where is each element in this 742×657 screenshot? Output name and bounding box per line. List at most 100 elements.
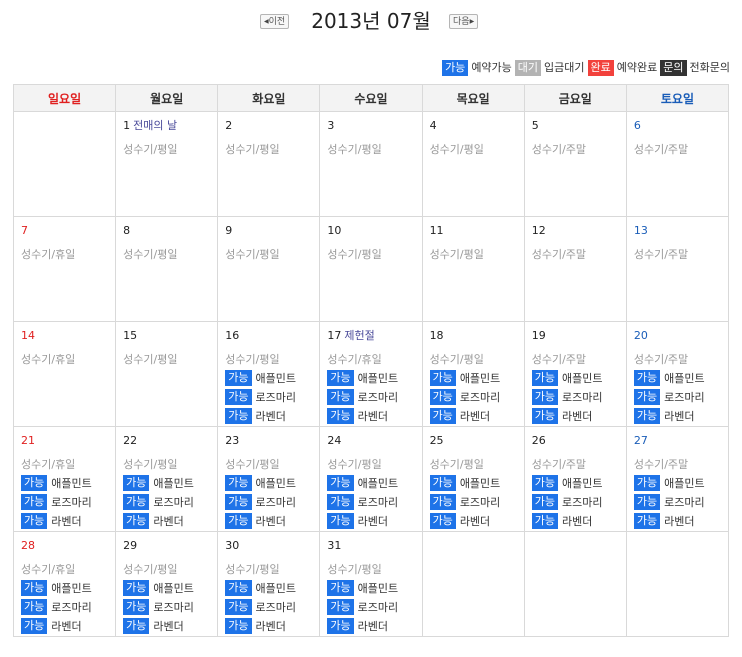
available-badge[interactable]: 가능	[429, 513, 456, 529]
room-name[interactable]: 라벤더	[357, 410, 389, 423]
room-name[interactable]: 애플민트	[357, 372, 399, 385]
room-name[interactable]: 로즈마리	[561, 391, 603, 404]
room-name[interactable]: 로즈마리	[459, 496, 501, 509]
available-badge[interactable]: 가능	[123, 618, 150, 634]
room-name[interactable]: 로즈마리	[561, 496, 603, 509]
room-name[interactable]: 애플민트	[664, 372, 705, 385]
available-badge[interactable]: 가능	[327, 408, 354, 424]
room-name[interactable]: 로즈마리	[357, 601, 399, 614]
room-availability[interactable]: 가능 애플민트	[327, 475, 421, 491]
room-availability[interactable]: 가능 애플민트	[21, 580, 115, 596]
room-availability[interactable]: 가능 라벤더	[429, 513, 524, 529]
room-name[interactable]: 라벤더	[459, 410, 491, 423]
room-availability[interactable]: 가능 애플민트	[21, 475, 115, 491]
room-name[interactable]: 로즈마리	[255, 601, 297, 614]
available-badge[interactable]: 가능	[21, 494, 48, 510]
room-name[interactable]: 애플민트	[153, 477, 194, 490]
room-availability[interactable]: 가능 로즈마리	[531, 494, 626, 510]
available-badge[interactable]: 가능	[327, 389, 354, 405]
room-availability[interactable]: 가능 라벤더	[123, 618, 217, 634]
room-name[interactable]: 라벤더	[561, 515, 593, 528]
room-name[interactable]: 라벤더	[51, 515, 82, 528]
room-name[interactable]: 로즈마리	[357, 391, 399, 404]
room-name[interactable]: 라벤더	[51, 620, 82, 633]
available-badge[interactable]: 가능	[327, 513, 354, 529]
room-availability[interactable]: 가능 로즈마리	[123, 494, 217, 510]
room-name[interactable]: 로즈마리	[664, 391, 705, 404]
available-badge[interactable]: 가능	[429, 475, 456, 491]
available-badge[interactable]: 가능	[225, 370, 252, 386]
available-badge[interactable]: 가능	[123, 513, 150, 529]
available-badge[interactable]: 가능	[327, 494, 354, 510]
available-badge[interactable]: 가능	[225, 408, 252, 424]
room-name[interactable]: 라벤더	[664, 515, 695, 528]
available-badge[interactable]: 가능	[531, 513, 558, 529]
room-name[interactable]: 애플민트	[561, 372, 603, 385]
available-badge[interactable]: 가능	[327, 580, 354, 596]
room-availability[interactable]: 가능 라벤더	[531, 408, 626, 424]
room-name[interactable]: 로즈마리	[153, 496, 194, 509]
room-name[interactable]: 애플민트	[153, 582, 194, 595]
room-name[interactable]: 애플민트	[255, 582, 297, 595]
room-availability[interactable]: 가능 라벤더	[633, 408, 728, 424]
room-availability[interactable]: 가능 애플민트	[225, 580, 319, 596]
room-name[interactable]: 로즈마리	[664, 496, 705, 509]
available-badge[interactable]: 가능	[123, 475, 150, 491]
available-badge[interactable]: 가능	[531, 494, 558, 510]
room-availability[interactable]: 가능 라벤더	[21, 618, 115, 634]
available-badge[interactable]: 가능	[633, 370, 661, 386]
room-availability[interactable]: 가능 라벤더	[327, 408, 421, 424]
room-name[interactable]: 로즈마리	[459, 391, 501, 404]
available-badge[interactable]: 가능	[327, 599, 354, 615]
available-badge[interactable]: 가능	[429, 408, 456, 424]
room-availability[interactable]: 가능 로즈마리	[225, 599, 319, 615]
room-name[interactable]: 라벤더	[255, 515, 286, 528]
room-name[interactable]: 라벤더	[153, 620, 184, 633]
room-availability[interactable]: 가능 로즈마리	[21, 599, 115, 615]
available-badge[interactable]: 가능	[429, 389, 456, 405]
room-availability[interactable]: 가능 로즈마리	[327, 389, 421, 405]
room-name[interactable]: 로즈마리	[153, 601, 194, 614]
available-badge[interactable]: 가능	[225, 513, 252, 529]
room-availability[interactable]: 가능 애플민트	[429, 475, 524, 491]
room-availability[interactable]: 가능 애플민트	[531, 370, 626, 386]
room-name[interactable]: 로즈마리	[255, 391, 297, 404]
room-availability[interactable]: 가능 애플민트	[327, 580, 421, 596]
prev-month-button[interactable]: ◀이전	[260, 14, 290, 29]
room-availability[interactable]: 가능 라벤더	[225, 618, 319, 634]
available-badge[interactable]: 가능	[21, 580, 48, 596]
room-availability[interactable]: 가능 로즈마리	[225, 389, 319, 405]
next-month-button[interactable]: 다음▶	[449, 14, 479, 29]
room-name[interactable]: 로즈마리	[357, 496, 399, 509]
room-availability[interactable]: 가능 애플민트	[225, 370, 319, 386]
available-badge[interactable]: 가능	[429, 370, 456, 386]
available-badge[interactable]: 가능	[633, 408, 661, 424]
room-name[interactable]: 애플민트	[561, 477, 603, 490]
room-availability[interactable]: 가능 로즈마리	[429, 494, 524, 510]
room-name[interactable]: 애플민트	[664, 477, 705, 490]
available-badge[interactable]: 가능	[633, 513, 661, 529]
available-badge[interactable]: 가능	[531, 408, 558, 424]
room-availability[interactable]: 가능 라벤더	[327, 618, 421, 634]
available-badge[interactable]: 가능	[21, 475, 48, 491]
room-availability[interactable]: 가능 라벤더	[633, 513, 728, 529]
room-name[interactable]: 라벤더	[357, 515, 389, 528]
room-availability[interactable]: 가능 애플민트	[633, 475, 728, 491]
available-badge[interactable]: 가능	[225, 494, 252, 510]
available-badge[interactable]: 가능	[633, 475, 661, 491]
available-badge[interactable]: 가능	[633, 494, 661, 510]
room-name[interactable]: 애플민트	[357, 477, 399, 490]
available-badge[interactable]: 가능	[531, 389, 558, 405]
room-name[interactable]: 라벤더	[153, 515, 184, 528]
room-availability[interactable]: 가능 로즈마리	[327, 494, 421, 510]
room-availability[interactable]: 가능 로즈마리	[327, 599, 421, 615]
room-availability[interactable]: 가능 라벤더	[225, 513, 319, 529]
room-name[interactable]: 애플민트	[51, 477, 92, 490]
room-name[interactable]: 애플민트	[255, 477, 297, 490]
room-name[interactable]: 로즈마리	[255, 496, 297, 509]
room-name[interactable]: 로즈마리	[51, 496, 92, 509]
room-name[interactable]: 로즈마리	[51, 601, 92, 614]
room-availability[interactable]: 가능 애플민트	[429, 370, 524, 386]
room-name[interactable]: 라벤더	[561, 410, 593, 423]
room-availability[interactable]: 가능 로즈마리	[429, 389, 524, 405]
